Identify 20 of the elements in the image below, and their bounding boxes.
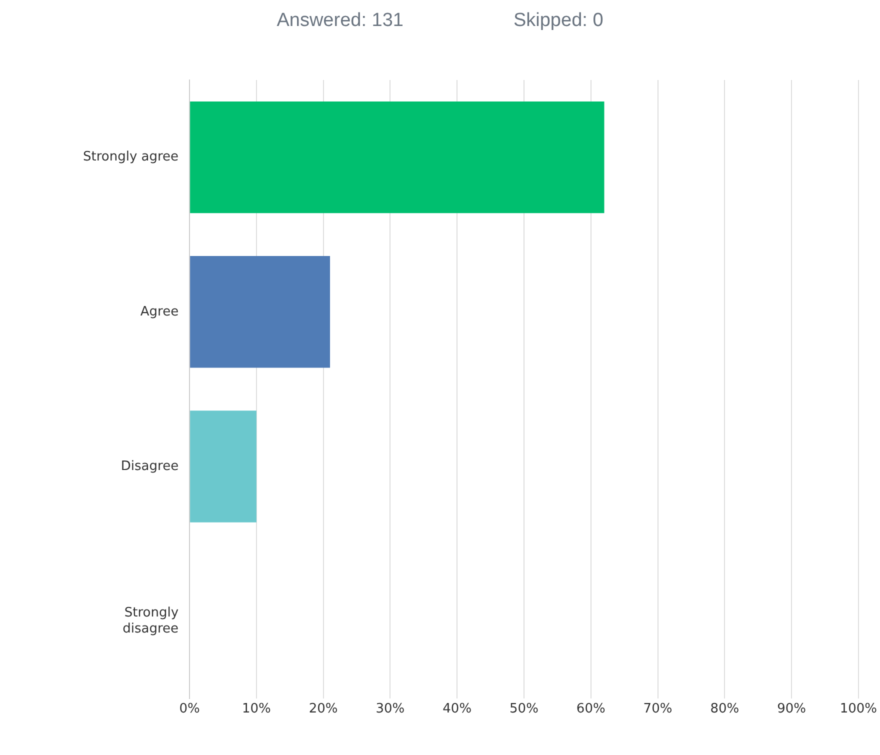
y-tick-label: Disagree <box>120 458 179 474</box>
x-tick-label: 0% <box>179 702 200 717</box>
bar <box>190 410 256 522</box>
x-tick-label: 70% <box>643 702 672 717</box>
x-tick-label: 50% <box>510 702 538 717</box>
bar <box>190 101 604 214</box>
bar <box>190 256 330 368</box>
x-tick-label: 90% <box>777 702 806 717</box>
x-tick-label: 20% <box>308 702 338 717</box>
x-tick-label: 100% <box>840 702 878 717</box>
x-tick-label: 10% <box>242 702 271 717</box>
x-tick-label: 30% <box>376 702 405 717</box>
x-tick-label: 80% <box>710 702 740 717</box>
chart-subtitle: Skipped: 0 <box>513 10 604 33</box>
chart-title: Answered: 131 <box>276 10 404 33</box>
y-tick-label: Strongly disagree <box>122 606 179 636</box>
y-tick-label: Agree <box>140 304 179 320</box>
x-tick-label: 60% <box>576 702 606 717</box>
y-tick-label: Strongly agree <box>82 150 179 165</box>
x-tick-label: 40% <box>442 702 472 717</box>
